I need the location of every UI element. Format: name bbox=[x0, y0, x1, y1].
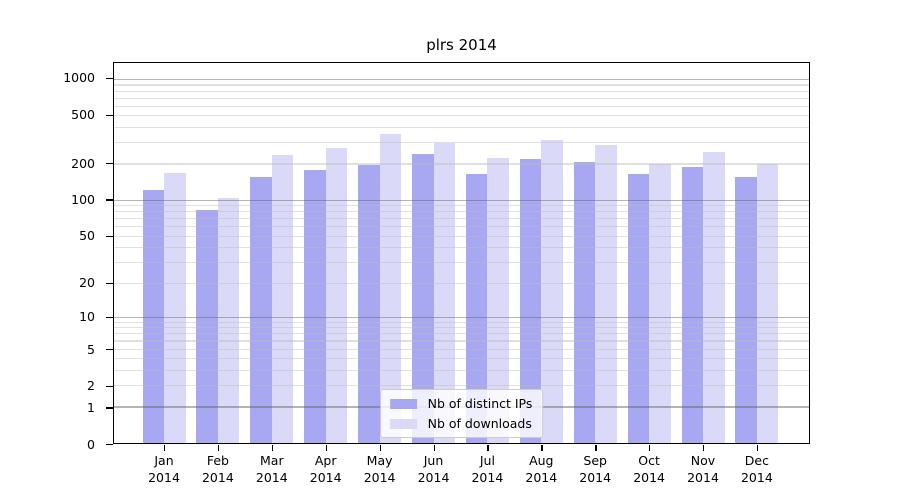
y-tick-label: 2 bbox=[87, 378, 95, 394]
legend-label: Nb of downloads bbox=[427, 416, 532, 431]
x-tick-label: Feb 2014 bbox=[201, 453, 234, 485]
y-tick-label: 10 bbox=[79, 309, 95, 325]
y-tick-label: 500 bbox=[71, 107, 95, 123]
legend-item: Nb of downloads bbox=[389, 416, 533, 431]
y-tick-label: 20 bbox=[79, 275, 95, 291]
legend: Nb of distinct IPs Nb of downloads bbox=[379, 389, 544, 438]
x-tick-label: Jan 2014 bbox=[148, 453, 180, 485]
x-tick-label: Jul 2014 bbox=[471, 453, 504, 485]
y-tick-mark bbox=[106, 282, 113, 285]
bar-downloads bbox=[271, 155, 294, 443]
x-tick-label: May 2014 bbox=[363, 453, 396, 485]
bar-ips bbox=[304, 169, 326, 443]
y-tick-label: 0 bbox=[87, 436, 95, 452]
bar-ips bbox=[250, 177, 272, 443]
y-tick-label: 200 bbox=[71, 155, 95, 171]
y-tick-label: 1000 bbox=[63, 70, 95, 86]
y-tick-mark bbox=[106, 316, 113, 319]
chart-title: plrs 2014 bbox=[426, 36, 497, 54]
bar-ips bbox=[519, 158, 542, 443]
bars-layer bbox=[114, 63, 809, 443]
x-tick-mark bbox=[217, 445, 220, 451]
x-tick-mark bbox=[487, 445, 489, 451]
x-tick-mark bbox=[756, 445, 759, 451]
bar-ips bbox=[627, 173, 650, 443]
x-tick-label: Sep 2014 bbox=[579, 453, 612, 485]
x-tick-label: Apr 2014 bbox=[309, 453, 342, 485]
bar-downloads bbox=[217, 197, 240, 443]
bar-ips bbox=[358, 164, 380, 443]
y-tick-label: 50 bbox=[79, 228, 95, 244]
bar-downloads bbox=[703, 152, 725, 443]
bar-ips bbox=[142, 190, 164, 443]
x-tick-label: Oct 2014 bbox=[633, 453, 665, 485]
bar-ips bbox=[412, 153, 434, 443]
bar-downloads bbox=[595, 144, 617, 443]
y-tick-mark bbox=[106, 407, 113, 409]
legend-swatch bbox=[389, 418, 417, 429]
bar-ips bbox=[196, 210, 218, 443]
x-tick-mark bbox=[271, 445, 274, 451]
y-tick-mark bbox=[106, 235, 113, 238]
bar-downloads bbox=[756, 164, 779, 443]
plot-area: Nb of distinct IPs Nb of downloads bbox=[113, 62, 810, 444]
x-tick-mark bbox=[325, 445, 328, 451]
x-tick-mark bbox=[379, 445, 381, 451]
y-tick-mark bbox=[106, 444, 113, 446]
bar-downloads bbox=[487, 157, 509, 443]
y-tick-mark bbox=[106, 77, 113, 80]
y-tick-mark bbox=[106, 349, 113, 351]
x-tick-label: Jun 2014 bbox=[417, 453, 450, 485]
x-axis: Jan 2014 Feb 2014 Mar 2014 Apr 2014 May 2014 Jun 20… bbox=[113, 444, 810, 498]
y-tick-mark bbox=[106, 199, 113, 201]
bar-ips bbox=[465, 173, 488, 443]
bar-downloads bbox=[541, 139, 563, 443]
y-tick-mark bbox=[106, 385, 113, 388]
bar-downloads bbox=[433, 142, 455, 443]
x-tick-mark bbox=[541, 445, 543, 451]
bar-ips bbox=[735, 176, 757, 443]
x-tick-mark bbox=[595, 445, 597, 451]
x-tick-label: Dec 2014 bbox=[740, 453, 773, 485]
legend-swatch bbox=[389, 398, 417, 409]
x-tick-label: Aug 2014 bbox=[525, 453, 558, 485]
x-tick-mark bbox=[164, 445, 166, 451]
x-tick-mark bbox=[649, 445, 651, 451]
legend-item: Nb of distinct IPs bbox=[389, 396, 533, 411]
bar-ips bbox=[573, 162, 596, 443]
x-tick-mark bbox=[703, 445, 705, 451]
y-tick-label: 100 bbox=[71, 191, 95, 207]
bar-downloads bbox=[325, 147, 348, 443]
x-tick-mark bbox=[433, 445, 435, 451]
x-tick-label: Nov 2014 bbox=[687, 453, 719, 485]
y-tick-mark bbox=[106, 114, 113, 117]
bar-downloads bbox=[649, 163, 671, 443]
bar-ips bbox=[681, 167, 703, 443]
y-tick-label: 5 bbox=[87, 341, 95, 357]
x-tick-label: Mar 2014 bbox=[255, 453, 288, 485]
y-tick-mark bbox=[106, 163, 113, 165]
bar-downloads bbox=[164, 172, 186, 443]
bar-downloads bbox=[379, 133, 402, 443]
y-tick-label: 1 bbox=[87, 399, 95, 415]
legend-label: Nb of distinct IPs bbox=[427, 396, 533, 411]
y-axis: 1000 500 200 100 50 20 10 5 2 1 0 bbox=[0, 62, 113, 452]
